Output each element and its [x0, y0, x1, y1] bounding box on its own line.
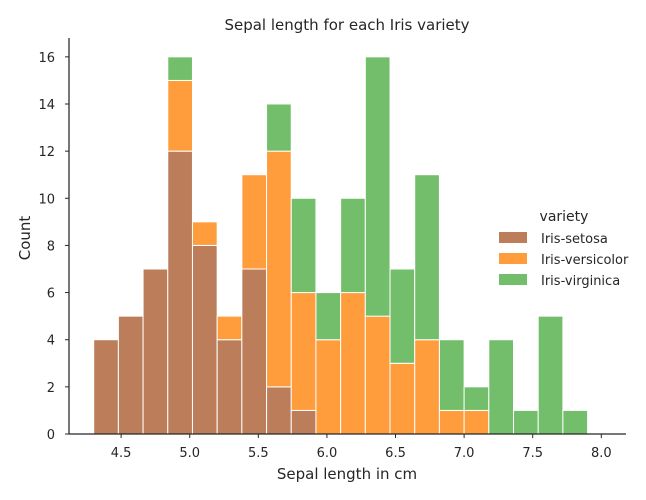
bar-iris-virginica-bin-12 [389, 268, 416, 364]
bar-iris-versicolor-bin-11 [364, 315, 391, 435]
y-tick-label: 8 [47, 239, 55, 254]
bar-iris-versicolor-bin-5 [216, 315, 243, 341]
bar-iris-versicolor-bin-12 [389, 362, 416, 435]
bar-iris-virginica-bin-19 [562, 409, 589, 435]
legend: variety Iris-setosa Iris-versicolor Iris-v… [499, 209, 629, 289]
x-tick-label: 6.5 [385, 446, 406, 461]
bar-iris-setosa-bin-6 [241, 268, 268, 435]
legend-title: variety [540, 209, 589, 225]
legend-label: Iris-virginica [541, 274, 620, 289]
legend-swatch [499, 274, 527, 285]
bar-iris-setosa-bin-3 [167, 150, 193, 435]
bar-iris-virginica-bin-7 [266, 103, 292, 152]
y-tick-label: 10 [38, 192, 55, 207]
bar-iris-versicolor-bin-6 [241, 174, 268, 270]
bar-iris-setosa-bin-7 [266, 386, 292, 435]
bar-iris-virginica-bin-15 [463, 386, 490, 411]
legend-label: Iris-setosa [541, 232, 608, 247]
legend-swatch [499, 253, 527, 264]
x-axis-label: Sepal length in cm [277, 465, 417, 483]
y-tick-label: 6 [47, 287, 55, 302]
x-tick-label: 5.0 [179, 446, 200, 461]
bar-iris-virginica-bin-14 [438, 339, 465, 411]
bar-iris-versicolor-bin-7 [266, 150, 292, 388]
bar-iris-versicolor-bin-3 [167, 79, 193, 152]
bar-iris-virginica-bin-10 [340, 197, 366, 294]
bar-iris-setosa-bin-5 [216, 339, 243, 435]
bar-iris-setosa-bin-4 [191, 244, 218, 435]
chart-title: Sepal length for each Iris variety [224, 16, 469, 34]
bar-iris-virginica-bin-9 [315, 292, 342, 341]
bar-iris-virginica-bin-8 [290, 197, 317, 294]
bar-iris-versicolor-bin-15 [463, 409, 490, 435]
y-tick-label: 2 [47, 381, 55, 396]
bar-iris-versicolor-bin-10 [340, 292, 366, 435]
x-tick-label: 7.5 [522, 446, 543, 461]
bar-iris-virginica-bin-13 [414, 174, 440, 341]
bar-iris-virginica-bin-18 [537, 315, 564, 435]
bar-iris-versicolor-bin-4 [191, 221, 218, 246]
bar-iris-setosa-bin-0 [93, 339, 119, 435]
bar-iris-versicolor-bin-8 [290, 292, 317, 411]
bar-iris-virginica-bin-11 [364, 56, 391, 317]
legend-label: Iris-versicolor [541, 253, 629, 268]
x-tick-label: 5.5 [248, 446, 269, 461]
bar-iris-setosa-bin-2 [142, 268, 169, 435]
x-tick-label: 4.5 [111, 446, 132, 461]
bar-iris-virginica-bin-16 [488, 339, 515, 435]
x-ticks: 4.5 5.0 5.5 6.0 6.5 7.0 7.5 8.0 [111, 434, 612, 461]
bar-iris-versicolor-bin-9 [315, 339, 342, 435]
bar-iris-versicolor-bin-14 [438, 409, 465, 435]
x-tick-label: 6.0 [317, 446, 338, 461]
y-tick-label: 0 [47, 428, 55, 443]
y-axis-label: Count [16, 216, 34, 261]
bars-group [93, 56, 589, 435]
legend-swatch [499, 232, 527, 243]
y-ticks: 0 2 4 6 8 10 12 14 16 [38, 51, 69, 443]
bar-iris-setosa-bin-1 [117, 315, 144, 435]
bar-iris-versicolor-bin-13 [414, 339, 440, 435]
bar-iris-virginica-bin-3 [167, 56, 193, 81]
y-tick-label: 14 [38, 98, 55, 113]
y-tick-label: 4 [47, 334, 55, 349]
x-tick-label: 7.0 [454, 446, 475, 461]
x-tick-label: 8.0 [591, 446, 612, 461]
y-tick-label: 16 [38, 51, 55, 66]
bar-iris-setosa-bin-8 [290, 409, 317, 435]
bar-iris-virginica-bin-17 [513, 409, 539, 435]
y-tick-label: 12 [38, 145, 55, 160]
